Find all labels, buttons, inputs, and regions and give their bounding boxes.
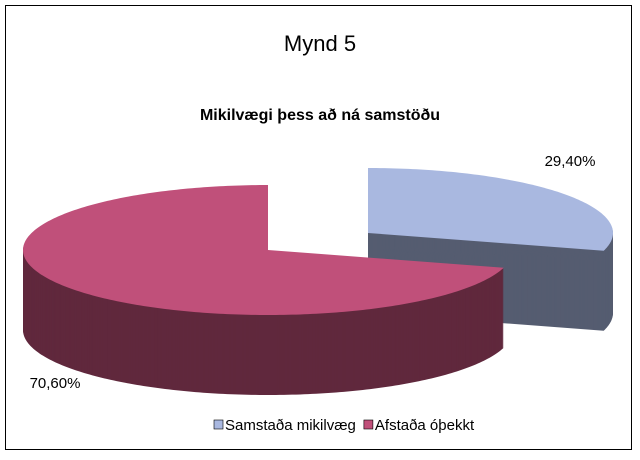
legend-swatch [213, 419, 224, 430]
pie-slice-top [23, 185, 504, 315]
legend-label: Samstaða mikilvæg [225, 417, 356, 434]
legend-swatch [363, 419, 374, 430]
chart-subtitle: Mikilvægi þess að ná samstöðu [200, 107, 440, 124]
pie-slice [23, 185, 504, 395]
data-label: 70,60% [30, 375, 81, 392]
pie-slice-top [368, 168, 613, 251]
chart-title: Mynd 5 [284, 31, 356, 56]
legend-label: Afstaða óþekkt [375, 417, 475, 434]
data-label: 29,40% [545, 153, 596, 170]
pie [23, 168, 613, 395]
